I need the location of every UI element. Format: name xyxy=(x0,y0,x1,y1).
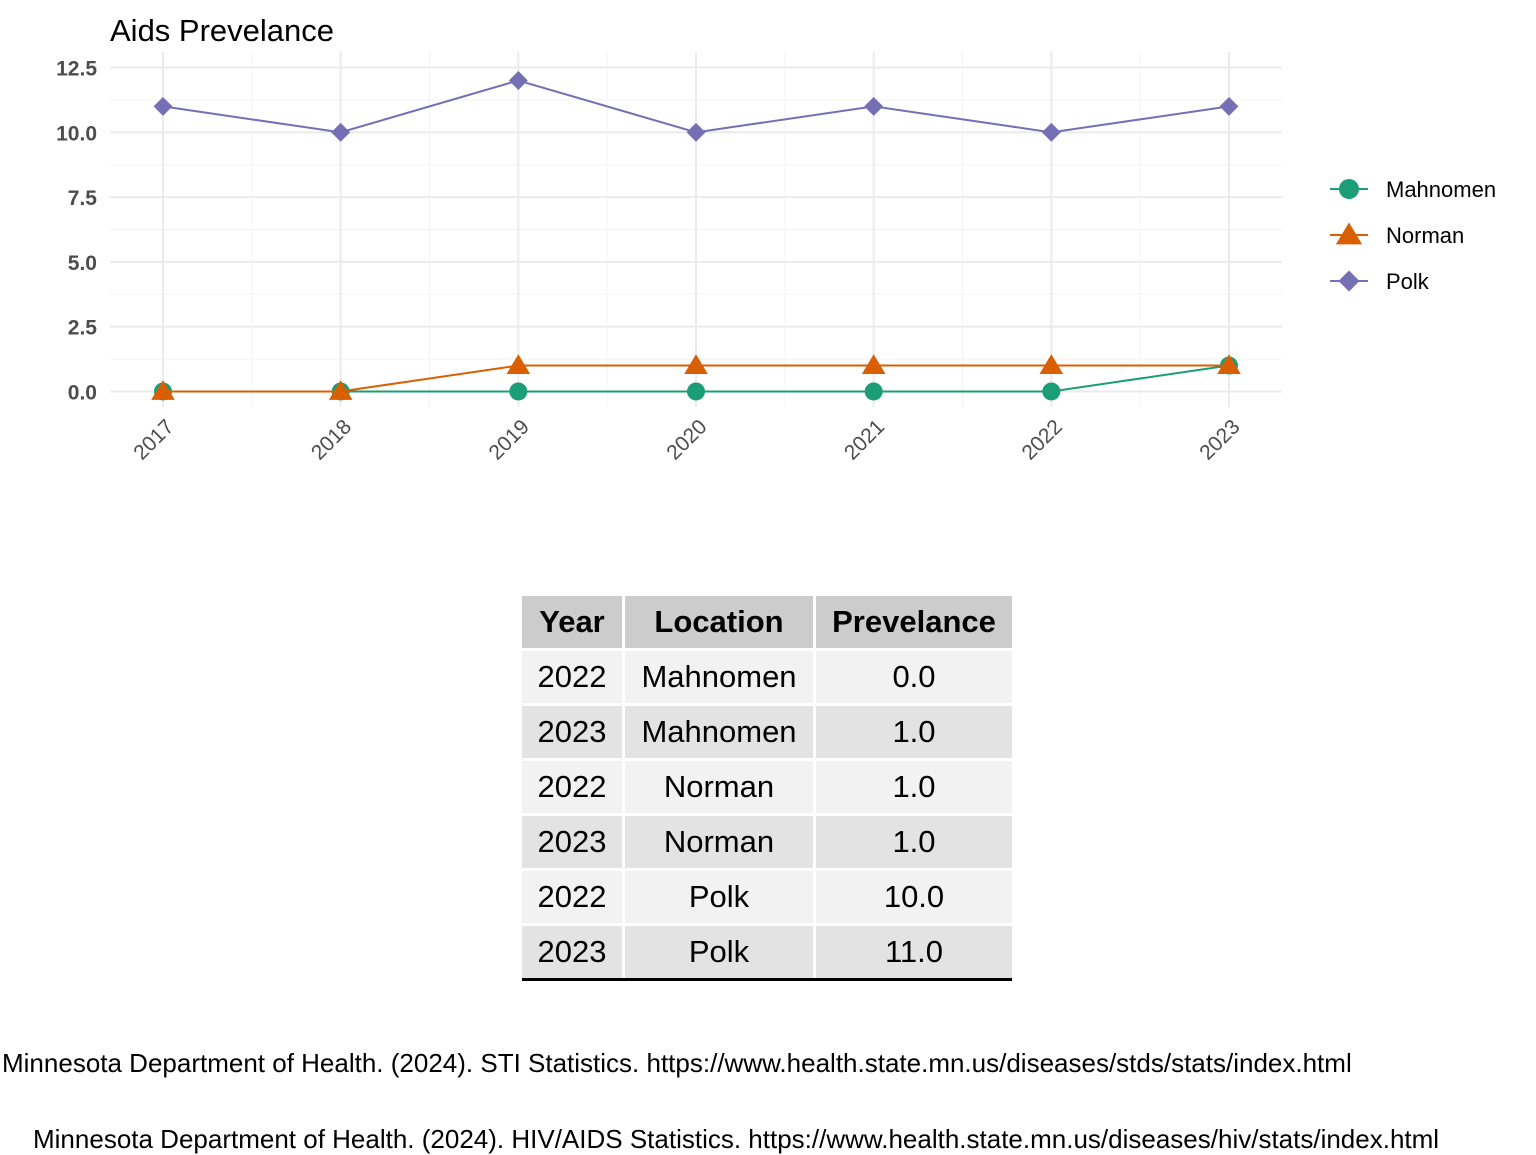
y-tick-label: 12.5 xyxy=(56,58,97,81)
x-tick-label: 2023 xyxy=(1195,415,1244,464)
legend-label: Mahnomen xyxy=(1386,177,1496,202)
table-row: 2023 Norman 1.0 xyxy=(522,816,1012,871)
data-point-polk xyxy=(1041,122,1061,142)
data-point-polk xyxy=(864,96,884,116)
data-point-mahnomen xyxy=(1042,382,1061,401)
cell-year: 2023 xyxy=(522,926,625,978)
y-axis-ticks: 0.0 2.5 5.0 7.5 10.0 12.5 xyxy=(56,58,97,405)
data-point-norman xyxy=(1039,354,1064,374)
x-tick-label: 2021 xyxy=(840,415,889,464)
cell-prevalence: 1.0 xyxy=(816,761,1012,816)
chart-gridlines xyxy=(110,52,1282,407)
x-tick-label: 2018 xyxy=(307,415,356,464)
table-row: 2022 Norman 1.0 xyxy=(522,761,1012,816)
data-point-norman xyxy=(328,380,353,400)
y-tick-label: 0.0 xyxy=(68,381,97,404)
data-point-mahnomen xyxy=(509,382,528,401)
table-row: 2023 Polk 11.0 xyxy=(522,926,1012,978)
cell-year: 2022 xyxy=(522,651,625,706)
prevalence-table: Year Location Prevelance 2022 Mahnomen 0… xyxy=(522,596,1012,981)
cell-prevalence: 11.0 xyxy=(816,926,1012,978)
header-year: Year xyxy=(522,596,625,651)
legend-marker-circle xyxy=(1339,179,1359,199)
cell-year: 2023 xyxy=(522,816,625,871)
cell-location: Polk xyxy=(625,926,816,978)
source-citation-sti: Minnesota Department of Health. (2024). … xyxy=(2,1048,1352,1078)
legend-label: Norman xyxy=(1386,223,1464,248)
y-tick-label: 2.5 xyxy=(68,317,98,340)
header-location: Location xyxy=(625,596,816,651)
data-point-polk xyxy=(331,122,351,142)
legend-label: Polk xyxy=(1386,269,1430,294)
data-point-norman xyxy=(1217,354,1241,374)
legend-marker-triangle xyxy=(1335,222,1363,245)
data-point-polk xyxy=(686,122,706,142)
chart-title: Aids Prevelance xyxy=(110,13,334,48)
cell-prevalence: 1.0 xyxy=(816,706,1012,761)
legend-item-polk: Polk xyxy=(1330,269,1430,294)
series-polk xyxy=(153,71,1239,142)
cell-location: Polk xyxy=(625,871,816,926)
header-prevalence: Prevelance xyxy=(816,596,1012,651)
x-tick-label: 2022 xyxy=(1018,415,1067,464)
data-point-polk xyxy=(508,71,528,90)
cell-location: Mahnomen xyxy=(625,651,816,706)
source-citation-hiv-aids: Minnesota Department of Health. (2024). … xyxy=(33,1124,1440,1154)
legend-item-mahnomen: Mahnomen xyxy=(1330,177,1496,202)
table-header-row: Year Location Prevelance xyxy=(522,596,1012,651)
x-tick-label: 2019 xyxy=(485,415,534,464)
data-point-norman xyxy=(151,380,175,400)
data-point-norman xyxy=(506,354,531,374)
data-point-mahnomen xyxy=(687,382,705,401)
cell-year: 2022 xyxy=(522,871,625,926)
x-tick-label: 2017 xyxy=(129,415,178,464)
x-tick-label: 2020 xyxy=(662,415,711,464)
cell-prevalence: 10.0 xyxy=(816,871,1012,926)
prevalence-line-chart: Aids Prevelance 0.0 2.5 5.0 7.5 10.0 12.5 201… xyxy=(56,13,1496,465)
data-point-mahnomen xyxy=(864,382,883,401)
data-point-polk xyxy=(153,96,173,116)
y-tick-label: 5.0 xyxy=(68,252,97,275)
cell-location: Norman xyxy=(625,761,816,816)
y-tick-label: 10.0 xyxy=(56,122,97,145)
chart-series xyxy=(151,71,1241,401)
table-row: 2022 Polk 10.0 xyxy=(522,871,1012,926)
data-point-norman xyxy=(861,354,886,374)
cell-year: 2023 xyxy=(522,706,625,761)
cell-year: 2022 xyxy=(522,761,625,816)
series-norman xyxy=(151,354,1241,400)
x-axis-ticks: 2017 2018 2019 2020 2021 2022 2023 xyxy=(129,415,1244,464)
legend-marker-diamond xyxy=(1338,270,1360,292)
chart-legend: Mahnomen Norman Polk xyxy=(1330,177,1496,294)
cell-location: Mahnomen xyxy=(625,706,816,761)
cell-location: Norman xyxy=(625,816,816,871)
cell-prevalence: 1.0 xyxy=(816,816,1012,871)
legend-item-norman: Norman xyxy=(1330,222,1464,248)
data-point-norman xyxy=(684,354,708,374)
table-row: 2022 Mahnomen 0.0 xyxy=(522,651,1012,706)
cell-prevalence: 0.0 xyxy=(816,651,1012,706)
y-tick-label: 7.5 xyxy=(68,187,98,210)
data-point-polk xyxy=(1219,96,1239,116)
table-row: 2023 Mahnomen 1.0 xyxy=(522,706,1012,761)
